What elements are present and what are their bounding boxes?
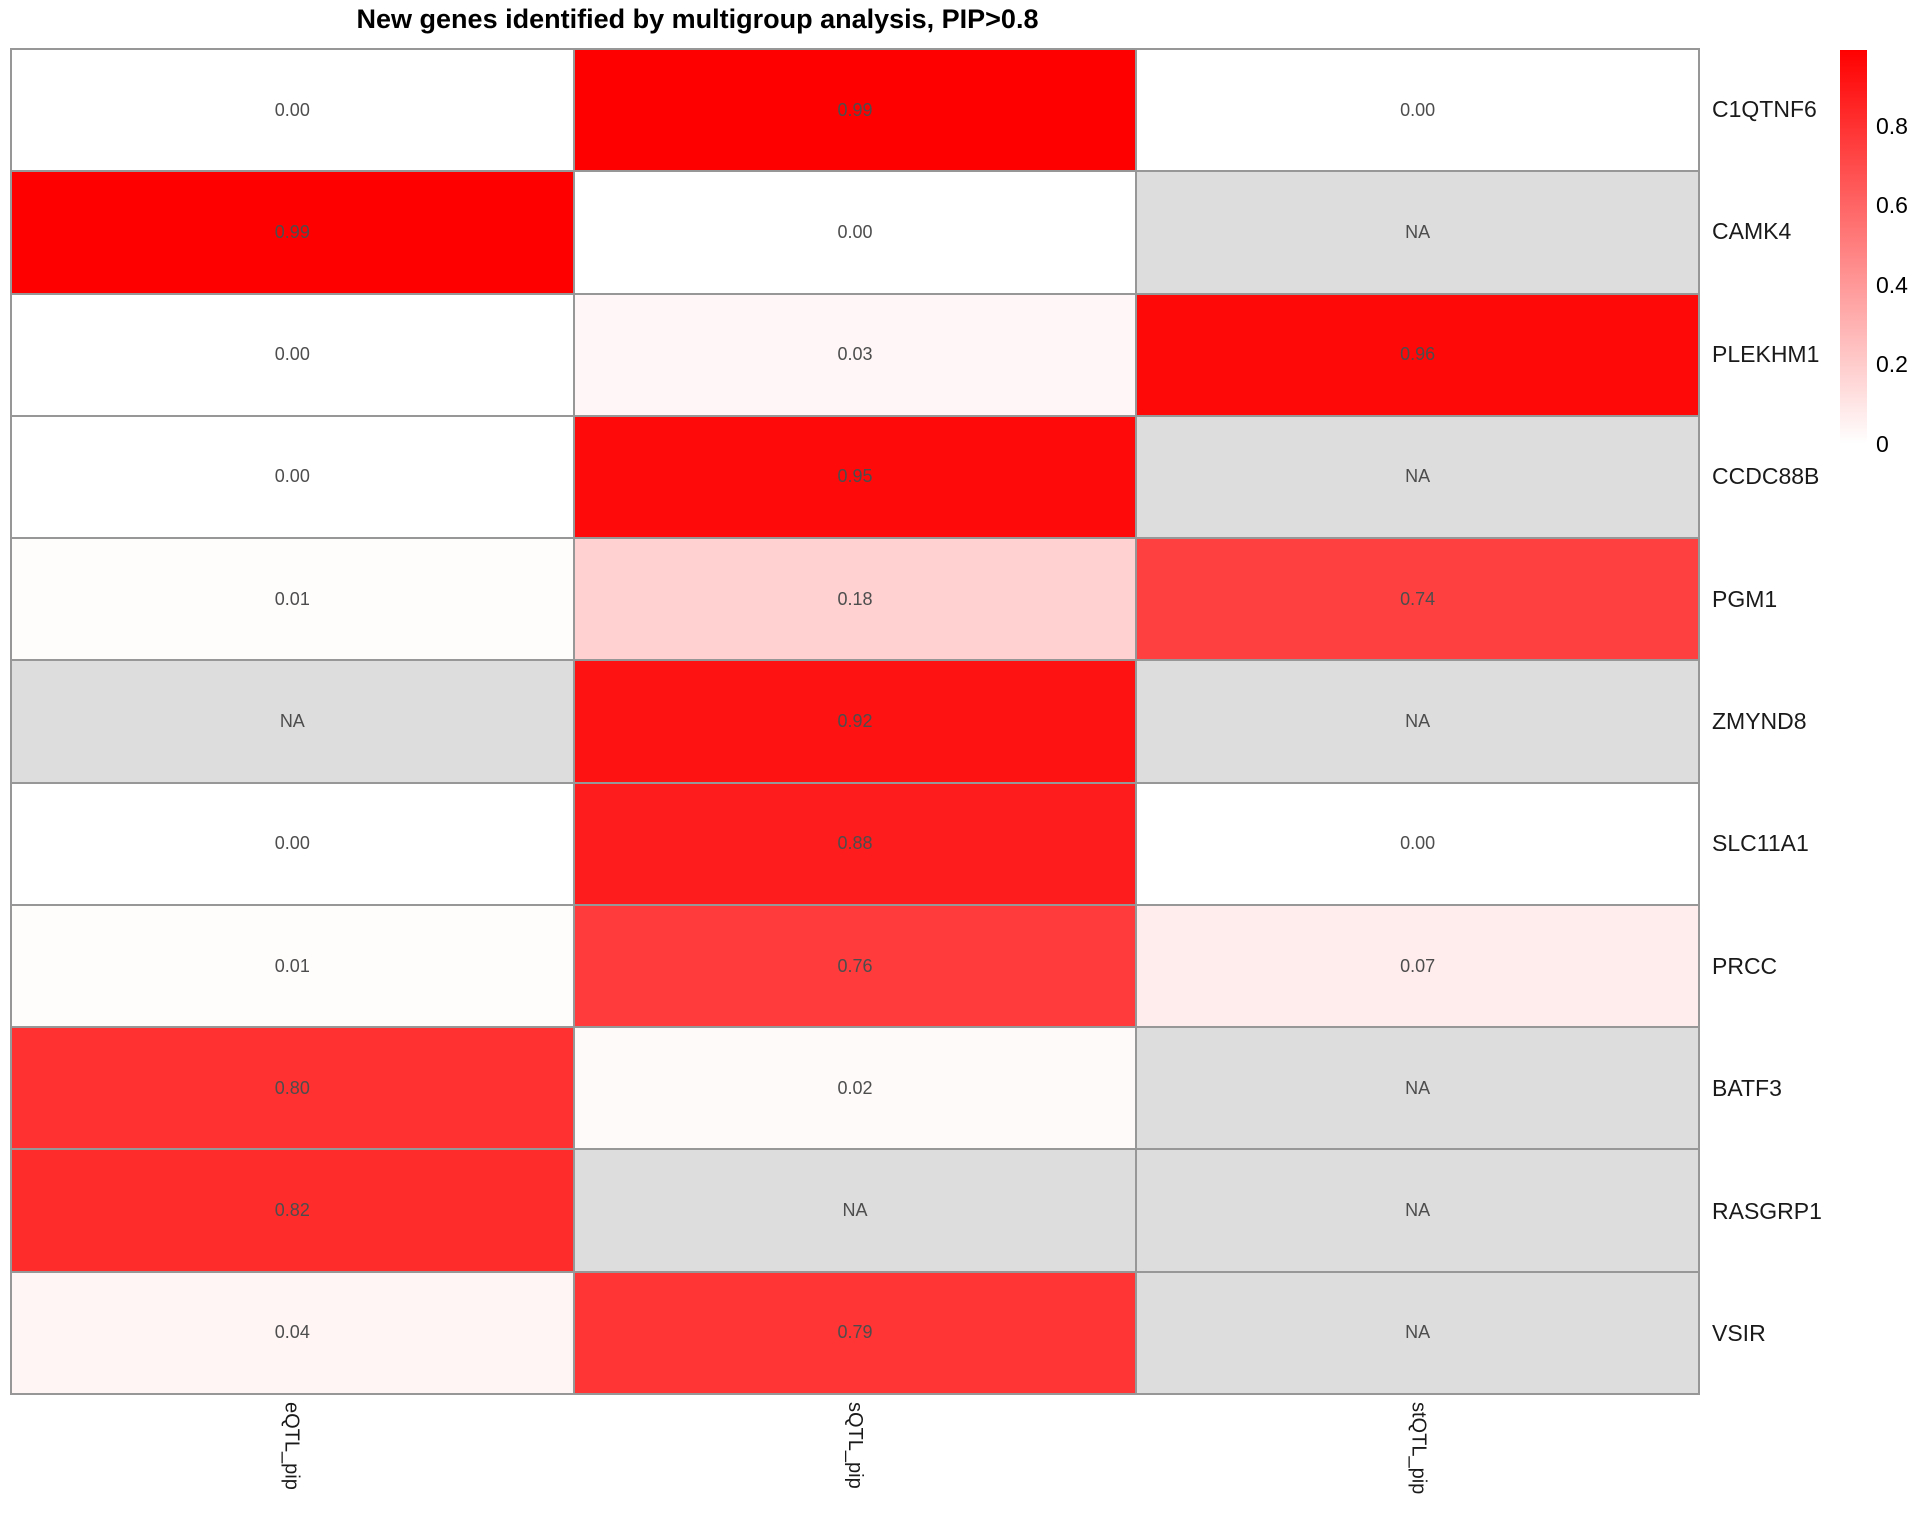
heatmap-cell-PRCC-eQTL_pip: 0.01 — [12, 905, 573, 1027]
heatmap-cell-PGM1-stQTL_pip: 0.74 — [1137, 539, 1698, 660]
heatmap-cell-CAMK4-stQTL_pip: NA — [1137, 172, 1698, 293]
column-label-sQTL_pip: sQTL_pip — [844, 1402, 866, 1489]
row-label-CCDC88B: CCDC88B — [1712, 463, 1820, 490]
heatmap-grid: 0.00 0.99 0.00 0.99 0.00 NA 0.00 0.03 0.96 0.00 0.… — [10, 48, 1700, 1395]
heatmap-cell-PLEKHM1-sQTL_pip: 0.03 — [574, 294, 1136, 415]
color-legend: 0.8 0.6 0.4 0.2 0 — [1840, 50, 1920, 470]
heatmap-cell-CCDC88B-stQTL_pip: NA — [1137, 416, 1698, 538]
row-label-BATF3: BATF3 — [1712, 1075, 1782, 1102]
heatmap-cell-C1QTNF6-eQTL_pip: 0.00 — [12, 50, 573, 171]
legend-tick-0.8: 0.8 — [1876, 112, 1908, 139]
row-label-SLC11A1: SLC11A1 — [1712, 830, 1809, 857]
legend-gradient-bar — [1840, 50, 1867, 444]
row-label-PLEKHM1: PLEKHM1 — [1712, 340, 1820, 367]
heatmap-cell-ZMYND8-stQTL_pip: NA — [1137, 661, 1698, 782]
heatmap-cell-BATF3-sQTL_pip: 0.02 — [574, 1028, 1136, 1149]
heatmap-cell-VSIR-eQTL_pip: 0.04 — [12, 1272, 573, 1393]
heatmap-cell-C1QTNF6-stQTL_pip: 0.00 — [1137, 50, 1698, 171]
legend-tick-0.4: 0.4 — [1876, 271, 1908, 298]
row-label-C1QTNF6: C1QTNF6 — [1712, 95, 1817, 122]
heatmap-cell-CAMK4-eQTL_pip: 0.99 — [12, 172, 573, 293]
heatmap-cell-CAMK4-sQTL_pip: 0.00 — [574, 172, 1136, 293]
row-label-ZMYND8: ZMYND8 — [1712, 707, 1807, 734]
heatmap-cell-SLC11A1-eQTL_pip: 0.00 — [12, 783, 573, 904]
heatmap-cell-PRCC-stQTL_pip: 0.07 — [1137, 905, 1698, 1027]
heatmap-cell-BATF3-stQTL_pip: NA — [1137, 1028, 1698, 1149]
heatmap-cell-CCDC88B-eQTL_pip: 0.00 — [12, 416, 573, 538]
heatmap-cell-C1QTNF6-sQTL_pip: 0.99 — [574, 50, 1136, 171]
row-label-RASGRP1: RASGRP1 — [1712, 1197, 1822, 1224]
heatmap-cell-BATF3-eQTL_pip: 0.80 — [12, 1028, 573, 1149]
heatmap-cell-SLC11A1-stQTL_pip: 0.00 — [1137, 783, 1698, 904]
heatmap-cell-RASGRP1-eQTL_pip: 0.82 — [12, 1150, 573, 1271]
row-labels: C1QTNF6 CAMK4 PLEKHM1 CCDC88B PGM1 ZMYND8 SLC1… — [1712, 48, 1912, 1395]
legend-tick-0: 0 — [1876, 431, 1889, 457]
row-label-VSIR: VSIR — [1712, 1320, 1766, 1347]
heatmap-cell-PLEKHM1-eQTL_pip: 0.00 — [12, 294, 573, 415]
heatmap-cell-PRCC-sQTL_pip: 0.76 — [574, 905, 1136, 1027]
heatmap-cell-PLEKHM1-stQTL_pip: 0.96 — [1137, 294, 1698, 415]
row-label-CAMK4: CAMK4 — [1712, 218, 1792, 245]
column-label-eQTL_pip: eQTL_pip — [280, 1402, 303, 1490]
heatmap-cell-PGM1-eQTL_pip: 0.01 — [12, 539, 573, 660]
row-label-PRCC: PRCC — [1712, 952, 1778, 979]
legend-tick-0.6: 0.6 — [1876, 192, 1908, 219]
heatmap-cell-VSIR-sQTL_pip: 0.79 — [574, 1272, 1136, 1393]
column-label-stQTL_pip: stQTL_pip — [1407, 1402, 1430, 1495]
heatmap-cell-SLC11A1-sQTL_pip: 0.88 — [574, 783, 1136, 904]
heatmap-cell-PGM1-sQTL_pip: 0.18 — [574, 539, 1136, 660]
heatmap-cell-ZMYND8-eQTL_pip: NA — [12, 661, 573, 782]
heatmap-cell-RASGRP1-stQTL_pip: NA — [1137, 1150, 1698, 1271]
legend-tick-0.2: 0.2 — [1876, 351, 1908, 378]
row-label-PGM1: PGM1 — [1712, 585, 1778, 612]
heatmap-cell-VSIR-stQTL_pip: NA — [1137, 1272, 1698, 1393]
chart-title: New genes identified by multigroup analy… — [356, 4, 1039, 34]
heatmap-cell-ZMYND8-sQTL_pip: 0.92 — [574, 661, 1136, 782]
heatmap-cell-CCDC88B-sQTL_pip: 0.95 — [574, 416, 1136, 538]
heatmap-cell-RASGRP1-sQTL_pip: NA — [574, 1150, 1136, 1271]
column-labels: eQTL_pip sQTL_pip stQTL_pip — [10, 1402, 1700, 1536]
